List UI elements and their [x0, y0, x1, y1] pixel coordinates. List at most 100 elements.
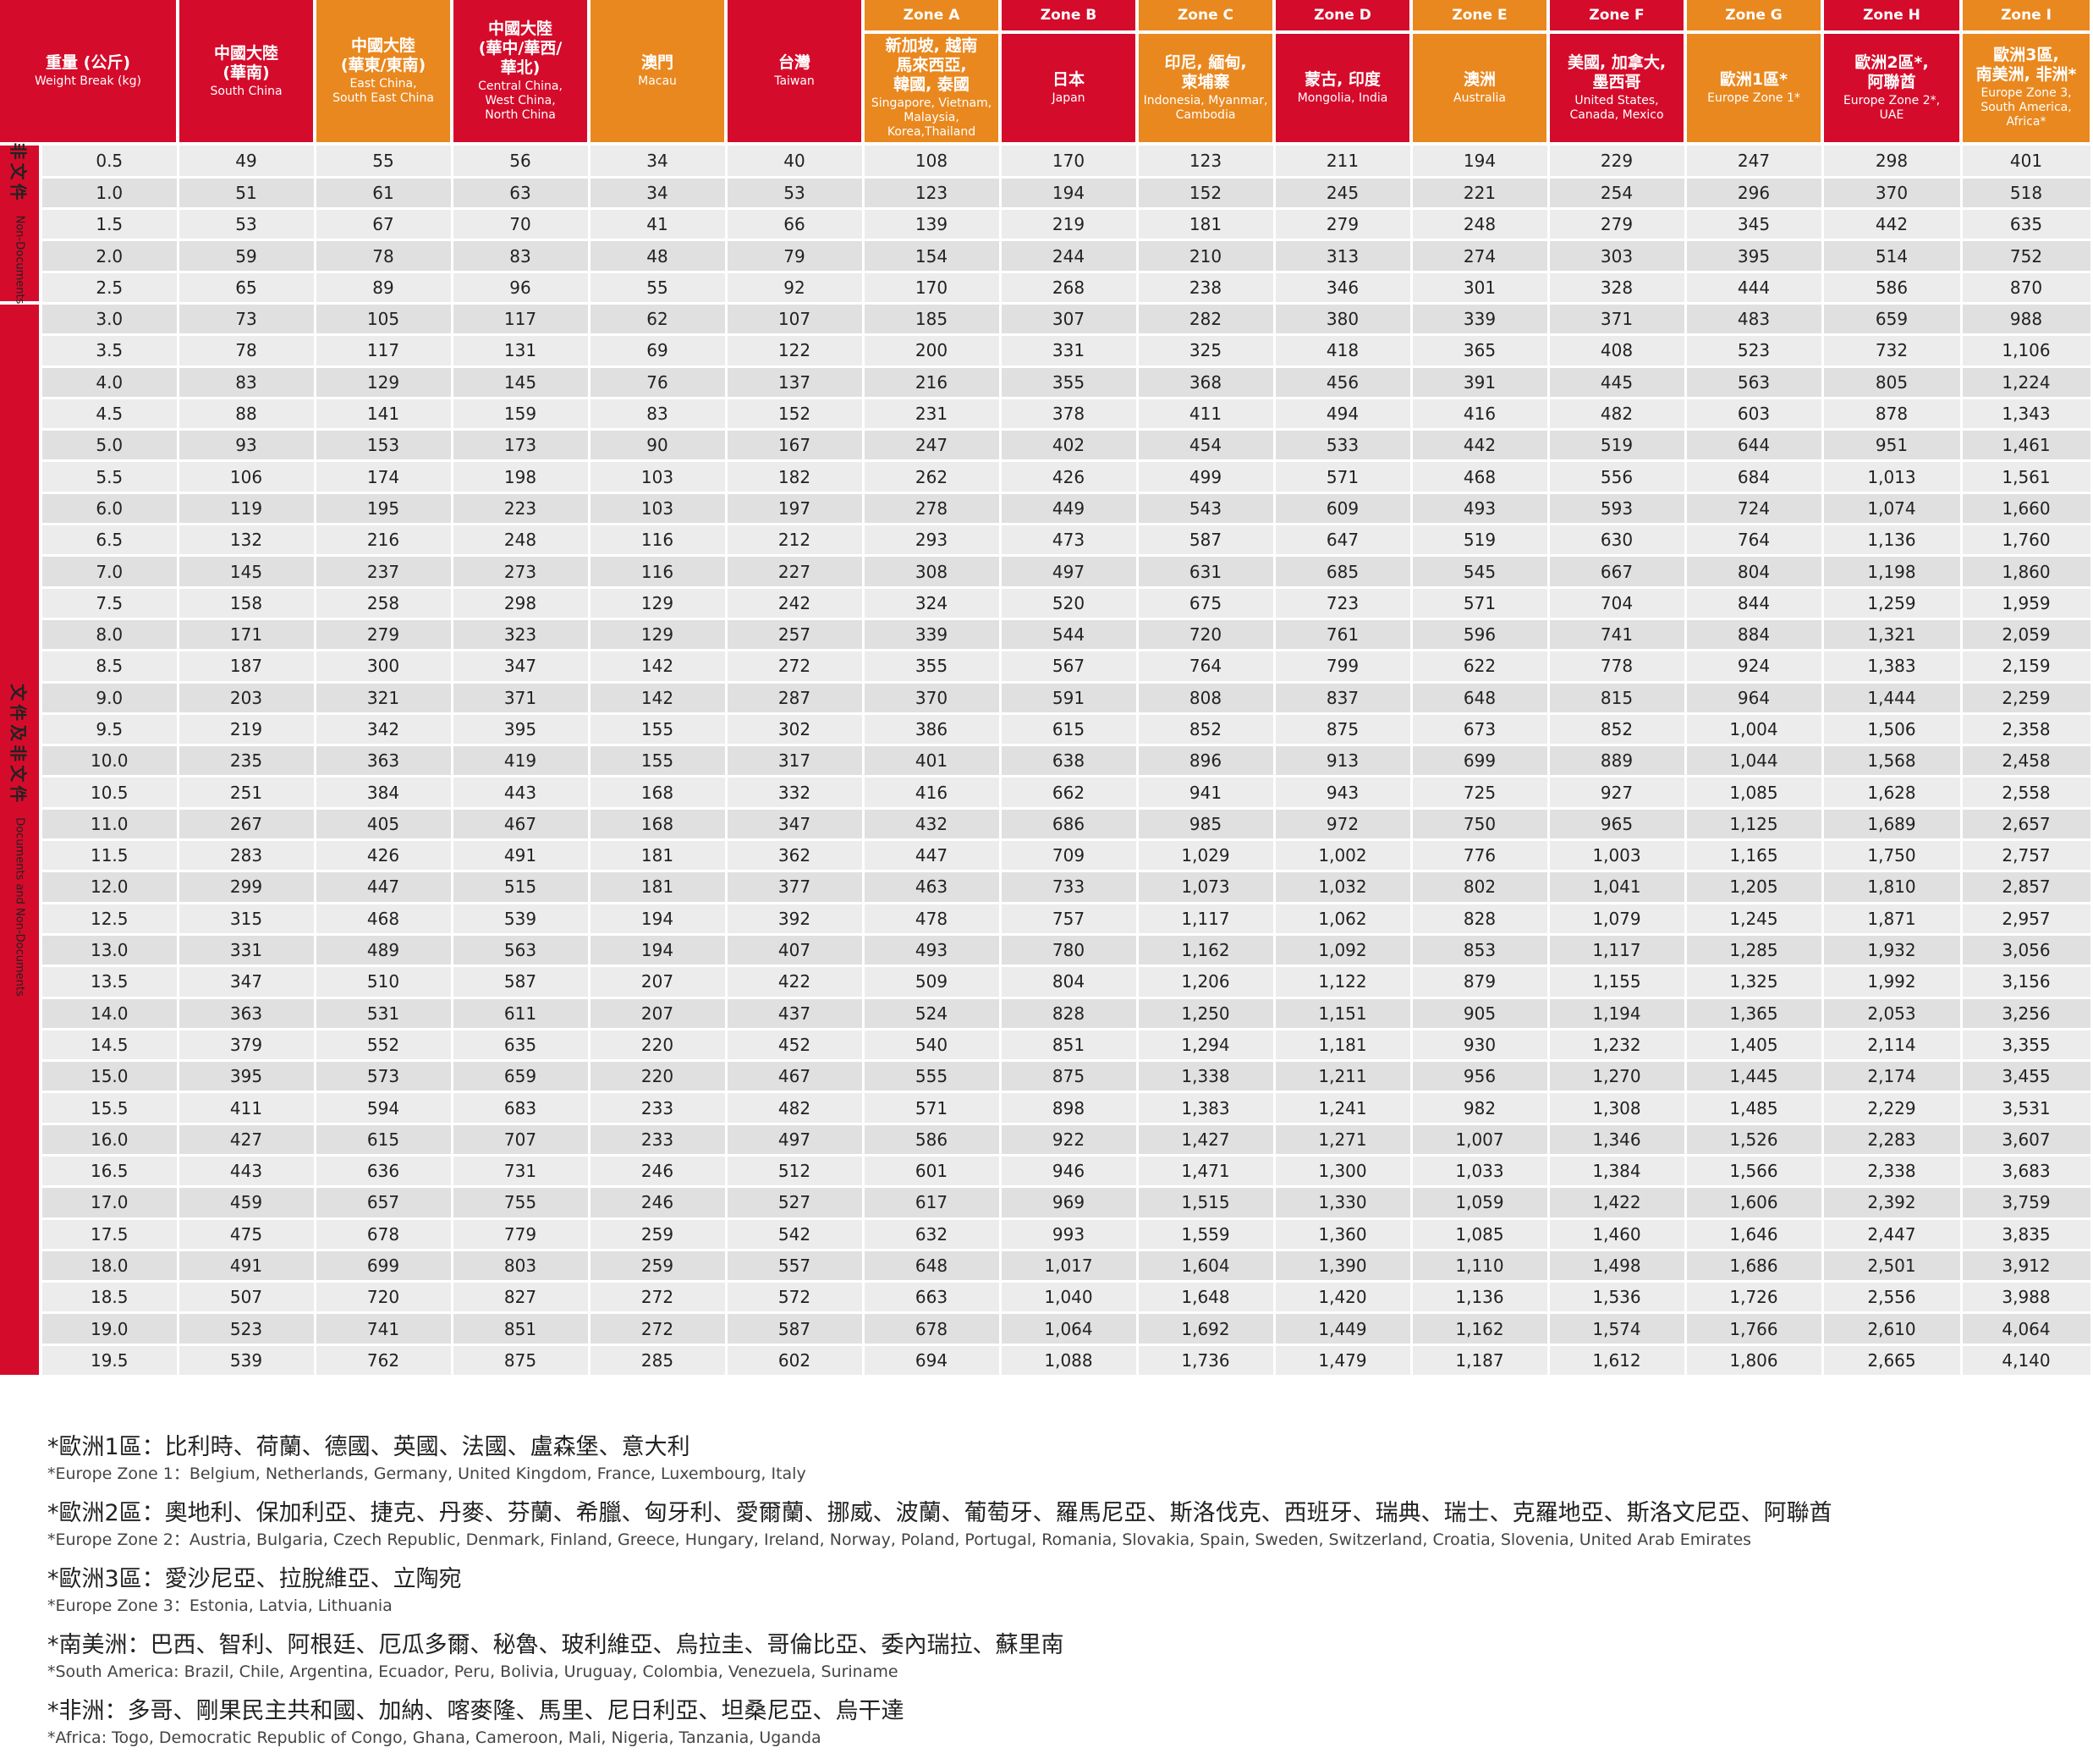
- rate-cell: 1,136: [1822, 524, 1963, 558]
- rate-cell: 194: [589, 934, 728, 968]
- rate-cell: 512: [726, 1155, 865, 1189]
- rate-cell: 780: [1000, 934, 1139, 968]
- table-row: 6.0 119 195 223 103 197 278 449 543 609 493 593 724 1…: [0, 492, 2093, 526]
- rate-cell: 145: [452, 366, 591, 399]
- rate-cell: 764: [1685, 524, 1824, 558]
- rate-cell: 851: [452, 1312, 591, 1346]
- rate-table: 重量 (公斤) Weight Break (kg) 中國大陸 (華南) South …: [0, 0, 2093, 1378]
- rate-cell: 699: [1411, 745, 1550, 778]
- rate-cell: 108: [863, 146, 1002, 179]
- rate-cell: 1,270: [1548, 1060, 1687, 1094]
- zone-header-south_china: 中國大陸 (華南) South China: [178, 0, 317, 142]
- rate-cell: 88: [178, 398, 316, 431]
- rate-cell: 587: [726, 1312, 865, 1346]
- rate-cell: 1,405: [1685, 1029, 1824, 1063]
- rate-cell: 70: [452, 208, 591, 242]
- rate-cell: 170: [1000, 146, 1139, 179]
- rate-cell: 427: [178, 1124, 316, 1157]
- rate-cell: 168: [589, 776, 728, 810]
- rate-cell: 272: [589, 1281, 728, 1315]
- rate-cell: 1,660: [1961, 492, 2093, 526]
- rate-cell: 197: [726, 492, 865, 526]
- rate-cell: 331: [178, 934, 316, 968]
- rate-cell: 879: [1411, 965, 1550, 999]
- rate-cell: 1,383: [1137, 1091, 1276, 1125]
- weight-cell: 6.5: [41, 524, 179, 558]
- footnote: *南美洲：巴西、智利、阿根廷、厄瓜多爾、秘魯、玻利維亞、烏拉圭、哥倫比亞、委內瑞…: [47, 1630, 2061, 1683]
- rate-cell: 459: [178, 1186, 316, 1220]
- rate-cell: 720: [315, 1281, 453, 1315]
- rate-cell: 657: [315, 1186, 453, 1220]
- rate-cell: 982: [1411, 1091, 1550, 1125]
- weight-cell: 9.5: [41, 713, 179, 747]
- rate-cell: 1,427: [1137, 1124, 1276, 1157]
- weight-cell: 19.5: [41, 1344, 179, 1378]
- rate-cell: 216: [315, 524, 453, 558]
- rate-cell: 198: [452, 460, 591, 494]
- rate-cell: 617: [863, 1186, 1002, 1220]
- rate-cell: 675: [1137, 587, 1276, 620]
- category-label-en: Non-Documents: [13, 215, 26, 305]
- rate-cell: 259: [589, 1218, 728, 1251]
- footnote-en: *Europe Zone 3：Estonia, Latvia, Lithuani…: [47, 1596, 393, 1615]
- rate-cell: 298: [1822, 146, 1963, 179]
- rate-cell: 211: [1274, 146, 1413, 179]
- weight-cell: 13.5: [41, 965, 179, 999]
- rate-cell: 827: [452, 1281, 591, 1315]
- table-row: 18.5 507 720 827 272 572 663 1,040 1,648 1,420 1,1…: [0, 1281, 2093, 1315]
- rate-cell: 66: [726, 208, 865, 242]
- rate-cell: 300: [315, 650, 453, 684]
- rate-cell: 154: [863, 239, 1002, 273]
- rate-cell: 246: [589, 1155, 728, 1189]
- weight-header-zh: 重量 (公斤): [46, 53, 130, 72]
- rate-cell: 153: [315, 429, 453, 463]
- rate-cell: 116: [589, 555, 728, 589]
- rate-cell: 3,759: [1961, 1186, 2093, 1220]
- rate-cell: 221: [1411, 177, 1550, 211]
- rate-cell: 1,007: [1411, 1124, 1550, 1157]
- rate-cell: 1,029: [1137, 839, 1276, 873]
- rate-cell: 395: [178, 1060, 316, 1094]
- rate-cell: 262: [863, 460, 1002, 494]
- rate-cell: 951: [1822, 429, 1963, 463]
- rate-cell: 155: [589, 713, 728, 747]
- rate-cell: 152: [1137, 177, 1276, 211]
- rate-cell: 1,646: [1685, 1218, 1824, 1251]
- rate-cell: 107: [726, 303, 865, 337]
- table-row: 文件及非文件 Documents and Non-Documents 3.0 73 10…: [0, 303, 2093, 1378]
- zone-name-en: Australia: [1453, 91, 1506, 105]
- weight-cell: 14.0: [41, 997, 179, 1030]
- rate-cell: 132: [178, 524, 316, 558]
- rate-cell: 1,766: [1685, 1312, 1824, 1346]
- rate-cell: 248: [1411, 208, 1550, 242]
- weight-cell: 12.5: [41, 903, 179, 936]
- rate-cell: 141: [315, 398, 453, 431]
- rate-cell: 572: [726, 1281, 865, 1315]
- rate-cell: 62: [589, 303, 728, 337]
- rate-cell: 207: [589, 997, 728, 1030]
- weight-cell: 1.5: [41, 208, 179, 242]
- rate-cell: 969: [1000, 1186, 1139, 1220]
- rate-cell: 905: [1411, 997, 1550, 1030]
- rate-cell: 347: [452, 650, 591, 684]
- rate-cell: 1,117: [1548, 934, 1687, 968]
- weight-header: 重量 (公斤) Weight Break (kg): [0, 0, 180, 142]
- rate-cell: 244: [1000, 239, 1139, 273]
- rate-cell: 1,017: [1000, 1250, 1139, 1283]
- rate-cell: 90: [589, 429, 728, 463]
- footnote: *歐洲1區：比利時、荷蘭、德國、英國、法國、盧森堡、意大利 *Europe Zon…: [47, 1432, 2061, 1485]
- rate-cell: 259: [589, 1250, 728, 1283]
- rate-cell: 1,612: [1548, 1344, 1687, 1378]
- rate-cell: 673: [1411, 713, 1550, 747]
- rate-cell: 2,657: [1961, 808, 2093, 842]
- rate-cell: 1,088: [1000, 1344, 1139, 1378]
- table-row: 1.5 53 67 70 41 66 139 219 181 279 248 279 345 442 635: [0, 208, 2093, 242]
- weight-cell: 16.0: [41, 1124, 179, 1157]
- rate-cell: 339: [1411, 303, 1550, 337]
- rate-cell: 514: [1822, 239, 1963, 273]
- rate-cell: 1,241: [1274, 1091, 1413, 1125]
- rate-cell: 139: [863, 208, 1002, 242]
- rate-cell: 1,250: [1137, 997, 1276, 1030]
- rate-cell: 1,330: [1274, 1186, 1413, 1220]
- rate-cell: 401: [863, 745, 1002, 778]
